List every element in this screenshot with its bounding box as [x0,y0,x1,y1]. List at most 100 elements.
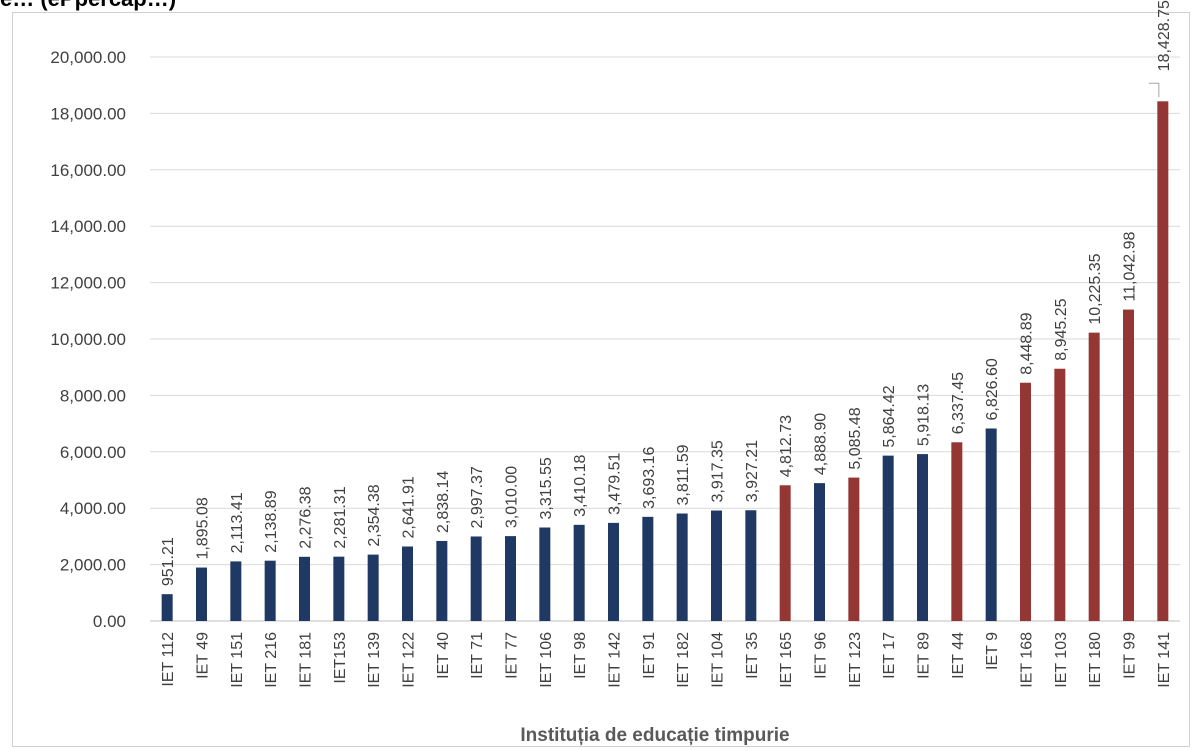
category-label: IET 40 [435,632,452,679]
bar [505,536,516,621]
bars [161,101,1169,621]
data-label: 3,917.35 [710,440,727,502]
bar [951,442,963,621]
category-label: IET 99 [1122,632,1139,679]
bar [196,567,207,621]
data-label: 3,315.55 [538,457,555,519]
data-label: 5,918.13 [916,384,933,446]
data-label: 4,812.73 [778,415,795,477]
bar [299,556,310,621]
y-tick-label: 2,000.00 [60,556,126,575]
bar [848,477,860,621]
bar [642,516,654,621]
bar [436,540,448,621]
y-tick-label: 6,000.00 [60,443,126,462]
category-label: IET 182 [675,632,692,688]
data-label: 10,225.35 [1087,253,1104,324]
bar [1088,332,1100,621]
bar [264,560,276,621]
category-label: IET 17 [881,632,898,679]
category-label: IET 9 [984,632,1001,670]
data-label: 2,276.38 [298,486,315,548]
data-labels: 951.21 1,895.08 2,113.41 2,138.89 2,276.38 2,… [160,0,1173,586]
data-label: 11,042.98 [1122,231,1139,301]
x-axis-title: Instituția de educație timpurie [520,725,789,746]
data-label: 5,085.48 [847,407,864,469]
bar [539,527,551,621]
data-label: 3,811.59 [675,444,692,505]
data-label: 2,997.37 [469,466,486,528]
data-label: 4,888.90 [813,413,830,475]
data-label: 1,895.08 [195,497,212,559]
y-tick-label: 10,000.00 [50,330,126,349]
category-label: IET 103 [1053,632,1070,688]
bar [367,554,379,621]
category-label: IET 123 [847,632,864,688]
bar [814,483,825,621]
chart-frame [12,12,1190,747]
category-label: IET 77 [504,632,521,679]
bar [779,485,791,621]
category-label: IET 141 [1156,632,1173,688]
bar [711,510,722,621]
data-label: 2,281.31 [332,486,349,548]
bar [985,428,997,621]
data-label: 3,479.51 [607,452,624,514]
category-label: IET 139 [366,632,383,688]
bar [608,522,619,621]
y-tick-label: 8,000.00 [60,386,126,405]
data-label: 2,838.14 [435,471,452,533]
data-label: 3,693.16 [641,446,658,508]
bar [230,561,242,621]
data-label: 3,010.00 [504,466,521,528]
bar [745,510,757,621]
chart-title-fragment: e… (ePpercap…) [0,0,176,12]
bar [1020,382,1031,621]
category-label: IET 181 [298,632,315,688]
gridlines [150,56,1180,622]
data-label: 18,428.75 [1156,0,1173,71]
data-label: 8,448.89 [1019,312,1036,374]
data-label: 951.21 [160,537,177,586]
data-label: 6,826.60 [984,358,1001,420]
bar [1054,368,1066,621]
bar [676,513,688,621]
category-label: IET153 [332,632,349,684]
category-label: IET 104 [710,632,727,688]
category-label: IET 165 [778,632,795,688]
bar [1123,309,1134,621]
category-label: IET 71 [469,632,486,679]
category-label: IET 96 [813,632,830,679]
y-tick-label: 4,000.00 [60,499,126,518]
category-label: IET 122 [401,632,418,688]
category-label: IET 44 [950,632,967,679]
bar [402,546,413,621]
data-label: 8,945.25 [1053,298,1070,360]
bar [917,454,928,621]
category-label: IET 49 [195,632,212,679]
category-label: IET 168 [1019,632,1036,688]
data-label: 2,641.91 [401,476,418,538]
category-label: IET 35 [744,632,761,679]
bar [573,524,585,621]
category-label: IET 180 [1087,632,1104,688]
category-labels: IET 112 IET 49 IET 151 IET 216 IET 181 IET153… [160,632,1173,688]
category-label: IET 142 [607,632,624,688]
category-label: IET 216 [263,632,280,688]
bar [333,556,345,621]
category-label: IET 151 [229,632,246,688]
data-label: 2,113.41 [229,492,246,553]
category-label: IET 98 [572,632,589,679]
y-tick-label: 14,000.00 [50,217,126,236]
data-label: 3,927.21 [744,440,761,502]
data-label: 5,864.42 [881,385,898,447]
data-label: 2,138.89 [263,490,280,552]
data-label: 2,354.38 [366,484,383,546]
data-label: 6,337.45 [950,372,967,434]
bar [470,536,482,621]
category-label: IET 112 [160,632,177,687]
bar [882,455,894,621]
y-axis-tick-labels: 0.00 2,000.00 4,000.00 6,000.00 8,000.00 10,0… [50,48,126,631]
y-tick-label: 16,000.00 [50,161,126,180]
